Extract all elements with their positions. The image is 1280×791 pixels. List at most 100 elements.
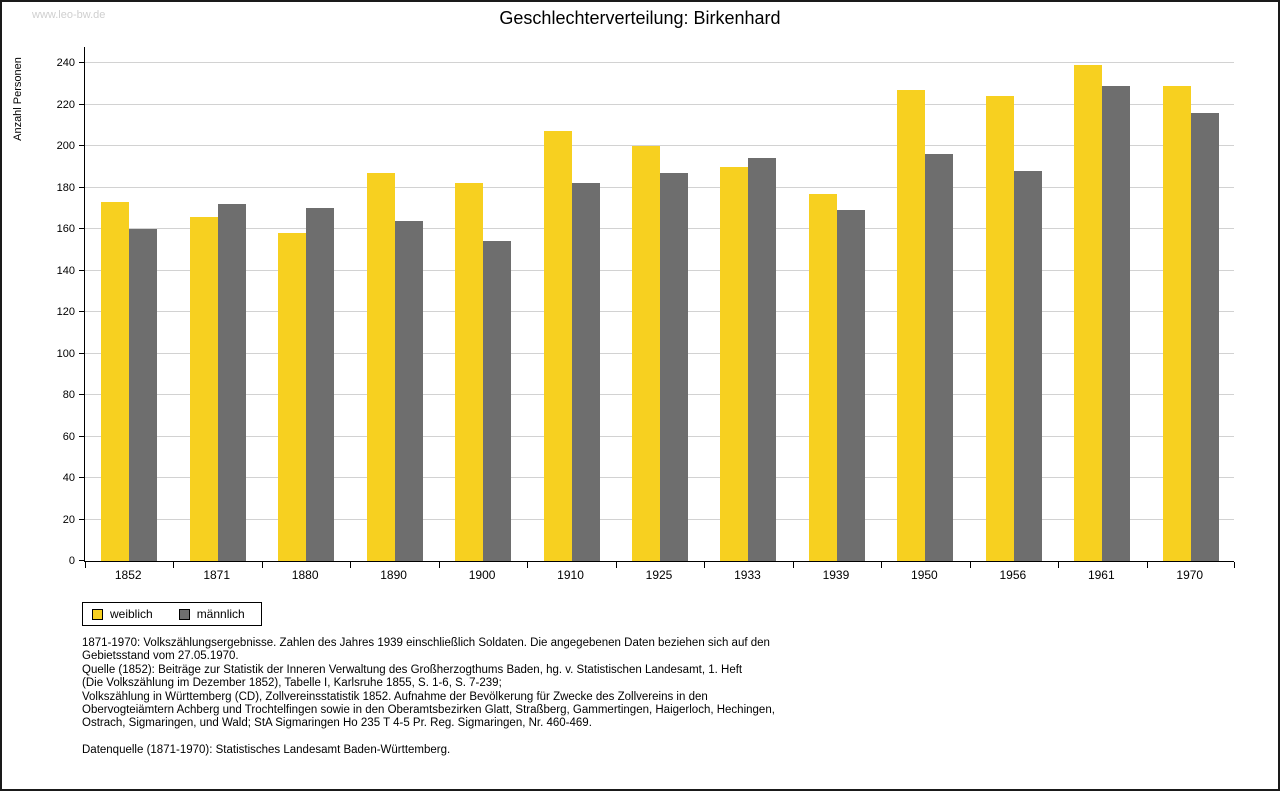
bar-group-1956: [970, 47, 1058, 561]
y-tick-label: 180: [56, 181, 75, 194]
x-tick-label: 1880: [291, 568, 319, 582]
x-tick-label: 1890: [380, 568, 407, 582]
bar-group-1961: [1058, 47, 1146, 561]
y-axis-tick: [79, 62, 85, 63]
y-tick-label: 40: [62, 472, 75, 484]
legend-item-maennlich: männlich: [178, 607, 245, 621]
y-tick-label: 140: [56, 264, 75, 277]
bar-group-1925: [616, 47, 704, 561]
y-tick-label: 240: [56, 57, 75, 69]
x-axis-tick: [881, 562, 883, 568]
y-axis-label: Anzahl Personen: [12, 57, 24, 141]
y-axis-tick: [79, 269, 85, 271]
y-axis-tick: [79, 560, 85, 561]
bar-group-1852: [85, 47, 173, 561]
y-tick-label: 0: [68, 555, 75, 567]
bar-weiblich-1939: [808, 193, 837, 561]
bar-group-1939: [793, 47, 881, 561]
y-axis-tick: [79, 477, 85, 478]
x-axis-tick: [350, 562, 352, 568]
bar-group-1910: [527, 47, 615, 561]
y-axis-tick: [79, 394, 85, 395]
bar-group-1950: [881, 47, 969, 561]
y-tick-label: 220: [56, 98, 75, 111]
bar-weiblich-1880: [278, 233, 307, 561]
legend: weiblich männlich: [82, 602, 262, 626]
watermark: www.leo-bw.de: [32, 9, 106, 21]
gridline: [85, 145, 1234, 146]
bar-männlich-1939: [836, 210, 865, 561]
bar-männlich-1956: [1013, 170, 1042, 561]
bar-group-1880: [262, 47, 350, 561]
y-axis-tick: [79, 435, 85, 437]
y-axis-tick: [79, 145, 85, 146]
bar-weiblich-1956: [985, 96, 1014, 561]
x-tick-label: 1956: [999, 568, 1027, 582]
chart-title: Geschlechterverteilung: Birkenhard: [499, 8, 781, 28]
bar-weiblich-1933: [720, 166, 749, 561]
y-tick-label: 200: [56, 140, 75, 152]
bar-männlich-1890: [394, 220, 423, 561]
legend-swatch-weiblich: [92, 608, 103, 620]
bar-männlich-1852: [129, 229, 158, 561]
legend-swatch-maennlich: [178, 608, 190, 620]
bar-weiblich-1910: [543, 131, 572, 561]
bar-männlich-1900: [483, 241, 512, 561]
x-tick-label: 1961: [1087, 568, 1115, 582]
bar-männlich-1910: [571, 183, 600, 561]
gridline: [85, 62, 1234, 63]
x-axis-tick: [704, 562, 706, 568]
x-tick-label: 1939: [822, 568, 850, 582]
x-tick-label: 1910: [557, 568, 584, 582]
y-tick-label: 20: [62, 513, 75, 526]
y-axis-tick: [79, 311, 85, 312]
bar-weiblich-1925: [631, 146, 660, 561]
x-axis-labels: 1852 1871 1880 1890 1900 1910 1925 1933 1939 1950…: [84, 568, 1234, 584]
y-axis-tick: [79, 103, 85, 105]
bar-männlich-1871: [217, 204, 246, 561]
legend-item-weiblich: weiblich: [92, 607, 153, 621]
x-tick-label: 1970: [1176, 568, 1204, 582]
y-axis-tick: [79, 228, 85, 229]
x-axis-tick: [85, 562, 86, 568]
source-notes: 1871-1970: Volkszählungsergebnisse. Zahl…: [82, 637, 775, 757]
bar-weiblich-1890: [366, 172, 395, 561]
bar-männlich-1933: [748, 158, 777, 561]
x-tick-label: 1933: [734, 568, 761, 582]
x-tick-label: 1871: [203, 568, 231, 582]
x-axis-tick: [615, 562, 617, 568]
bar-weiblich-1871: [189, 216, 218, 561]
bar-weiblich-1950: [897, 89, 926, 561]
bar-männlich-1961: [1102, 85, 1131, 561]
bar-weiblich-1970: [1162, 85, 1191, 561]
y-axis-tick: [79, 518, 85, 520]
bar-weiblich-1852: [101, 202, 130, 561]
x-axis-tick: [792, 562, 794, 568]
legend-label-weiblich: weiblich: [110, 607, 153, 621]
x-axis-tick: [1146, 562, 1148, 568]
bar-group-1890: [350, 47, 438, 561]
gridline: [85, 103, 1234, 105]
x-axis-tick: [173, 562, 175, 568]
y-tick-label: 60: [62, 430, 75, 443]
bar-group-1871: [173, 47, 261, 561]
x-axis-tick: [1234, 562, 1235, 568]
x-axis-tick: [969, 562, 971, 568]
x-tick-label: 1900: [468, 568, 496, 582]
bar-group-1970: [1147, 47, 1235, 561]
bar-group-1933: [704, 47, 792, 561]
y-tick-label: 100: [56, 347, 75, 360]
x-axis-tick: [1058, 562, 1060, 568]
bar-männlich-1880: [306, 208, 335, 561]
bar-männlich-1950: [925, 154, 954, 561]
plot-area: 0 20 40 60 80 100 120 140 160 180 200 220 240: [57, 47, 1235, 568]
y-tick-label: 120: [56, 306, 75, 318]
y-axis-tick: [79, 352, 85, 354]
bar-männlich-1970: [1190, 112, 1219, 561]
bar-weiblich-1900: [455, 183, 484, 561]
bar-männlich-1925: [659, 172, 688, 561]
x-axis-tick: [261, 562, 263, 568]
y-tick-label: 160: [56, 223, 75, 235]
y-tick-label: 80: [62, 389, 75, 401]
